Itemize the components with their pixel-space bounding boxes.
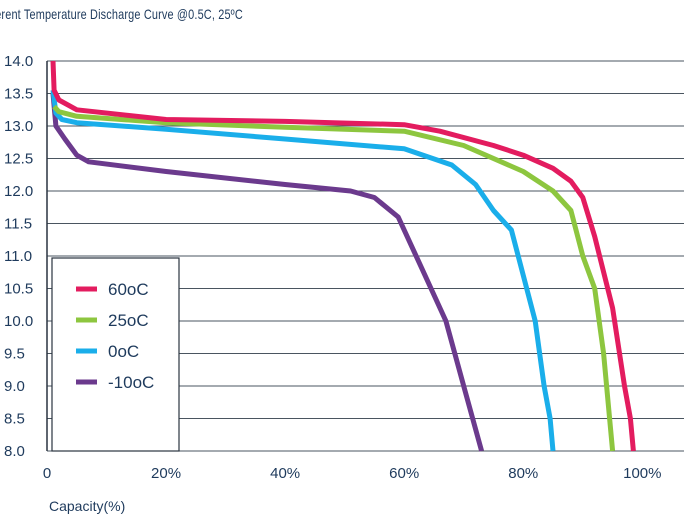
y-tick-label: 12.5 xyxy=(4,151,33,168)
x-tick-label: 20% xyxy=(151,465,181,482)
y-tick-label: 9.0 xyxy=(4,378,25,395)
y-tick-label: 8.5 xyxy=(4,411,25,428)
x-tick-label: 80% xyxy=(508,465,538,482)
x-tick-label: 100% xyxy=(623,465,661,482)
y-tick-label: 11.0 xyxy=(4,248,32,265)
y-tick-label: 10.0 xyxy=(4,313,33,330)
y-tick-label: 8.0 xyxy=(4,443,25,460)
series-line-60oc xyxy=(50,60,636,452)
grid-lines xyxy=(47,60,684,452)
series-line-25oc xyxy=(52,104,616,452)
y-tick-label: 13.5 xyxy=(4,86,33,103)
legend-label: -10oC xyxy=(108,373,154,392)
y-tick-label: 13.0 xyxy=(4,118,33,135)
chart-title: ferent Temperature Discharge Curve @0.5C… xyxy=(0,6,243,22)
y-tick-label: 9.5 xyxy=(4,346,25,363)
legend-label: 25oC xyxy=(108,311,149,330)
y-tick-label: 11.5 xyxy=(4,216,32,233)
y-tick-labels: 8.0 8.5 9.0 9.5 10.0 10.5 11.0 11.5 12.0 12.5 13.0… xyxy=(4,53,33,460)
series-lines xyxy=(50,60,636,452)
legend-label: 60oC xyxy=(108,280,149,299)
x-axis-label: Capacity(%) xyxy=(49,498,125,514)
x-tick-label: 0 xyxy=(43,465,51,482)
legend-box xyxy=(51,257,180,452)
series-line-0oc xyxy=(50,89,556,452)
legend: 60oC 25oC 0oC -10oC xyxy=(51,257,180,452)
x-tick-labels: 0 20% 40% 60% 80% 100% xyxy=(43,465,662,482)
x-tick-label: 40% xyxy=(270,465,300,482)
y-tick-label: 10.5 xyxy=(4,281,33,298)
x-tick-label: 60% xyxy=(389,465,419,482)
y-tick-label: 14.0 xyxy=(4,53,33,70)
y-tick-label: 12.0 xyxy=(4,183,33,200)
series-line-10oc xyxy=(50,93,485,452)
legend-label: 0oC xyxy=(108,342,139,361)
